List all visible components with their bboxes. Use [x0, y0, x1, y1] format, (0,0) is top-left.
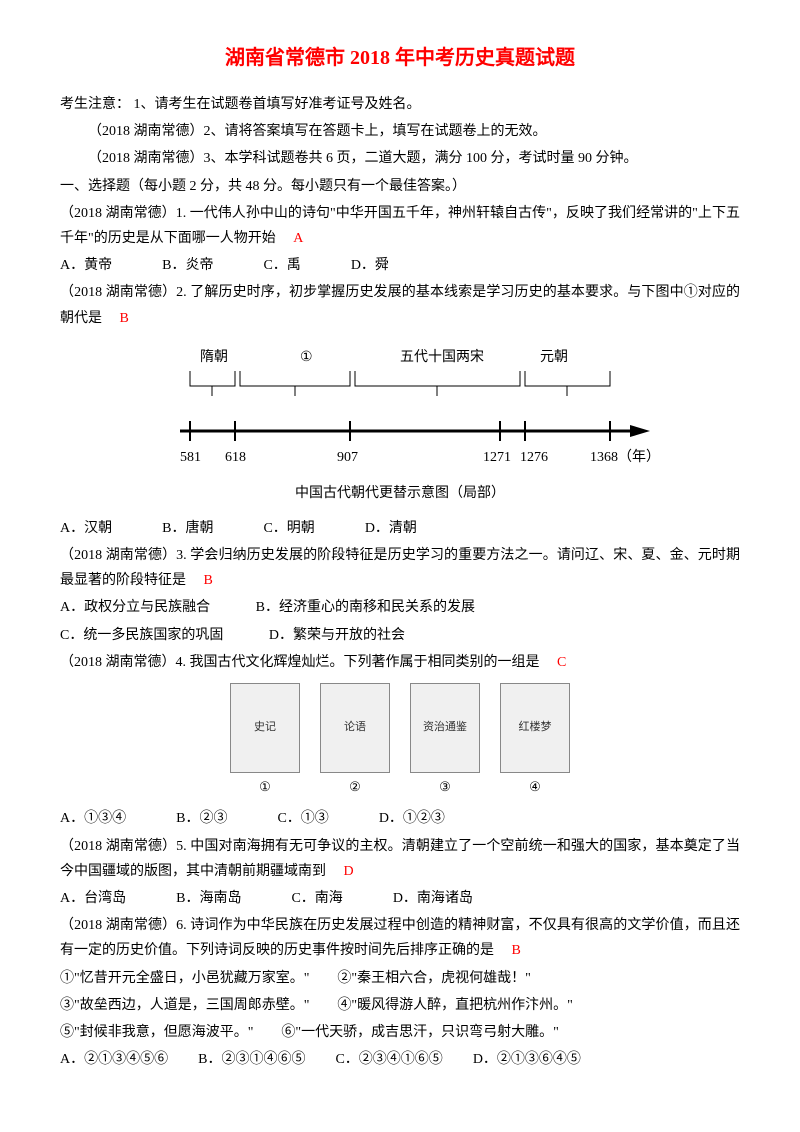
q3-stem-text: （2018 湖南常德）3. 学会归纳历史发展的阶段特征是历史学习的重要方法之一。…	[60, 548, 740, 588]
q3-opts-row2: C．统一多民族国家的巩固 D．繁荣与开放的社会	[60, 623, 740, 648]
q4-options: A．①③④ B．②③ C．①③ D．①②③	[60, 806, 740, 831]
q2-options: A．汉朝 B．唐朝 C．明朝 D．清朝	[60, 516, 740, 541]
q1-opt-c: C．禹	[263, 253, 300, 278]
q1-stem: （2018 湖南常德）1. 一代伟人孙中山的诗句"中华开国五千年，神州轩辕自古传…	[60, 201, 740, 251]
book-row: 史记 ① 论语 ② 资治通鉴 ③ 红楼梦 ④	[60, 683, 740, 798]
q5-opt-d: D．南海诸岛	[393, 886, 473, 911]
dynasty-sui: 隋朝	[200, 349, 228, 365]
year-618: 618	[225, 450, 246, 465]
q2-stem-text: （2018 湖南常德）2. 了解历史时序，初步掌握历史发展的基本线索是学习历史的…	[60, 285, 740, 325]
q6-opt-a: A．②①③④⑤⑥	[60, 1047, 168, 1072]
year-581: 581	[180, 450, 201, 465]
notice-label-text: 考生注意：	[60, 97, 130, 112]
book-1-label: ①	[259, 775, 271, 798]
q3-opt-c: C．统一多民族国家的巩固	[60, 628, 223, 643]
year-1276: 1276	[520, 450, 548, 465]
notice-3: （2018 湖南常德）3、本学科试题卷共 6 页，二道大题，满分 100 分，考…	[60, 146, 740, 171]
q4-opt-c: C．①③	[277, 806, 328, 831]
q1-options: A．黄帝 B．炎帝 C．禹 D．舜	[60, 253, 740, 278]
book-3: 资治通鉴 ③	[410, 683, 480, 798]
q6-line-3: ⑤"封候非我意，但愿海波平。" ⑥"一代天骄，成吉思汗，只识弯弓射大雕。"	[60, 1020, 740, 1045]
year-1271: 1271	[483, 450, 511, 465]
q1-stem-text: （2018 湖南常德）1. 一代伟人孙中山的诗句"中华开国五千年，神州轩辕自古传…	[60, 206, 740, 246]
q4-stem-text: （2018 湖南常德）4. 我国古代文化辉煌灿烂。下列著作属于相同类别的一组是	[60, 655, 540, 670]
q2-answer: B	[120, 311, 129, 326]
q4-answer: C	[557, 655, 566, 670]
year-1368: 1368（年）	[590, 449, 660, 465]
q2-opt-c: C．明朝	[263, 516, 314, 541]
q2-opt-d: D．清朝	[365, 516, 417, 541]
dynasty-blank: ①	[300, 350, 313, 365]
q2-opt-b: B．唐朝	[162, 516, 213, 541]
q5-opt-a: A．台湾岛	[60, 886, 126, 911]
q6-stem-text: （2018 湖南常德）6. 诗词作为中华民族在历史发展过程中创造的精神财富，不仅…	[60, 918, 740, 958]
timeline-caption: 中国古代朝代更替示意图（局部）	[60, 481, 740, 506]
year-907: 907	[337, 450, 358, 465]
page-title: 湖南省常德市 2018 年中考历史真题试题	[60, 40, 740, 76]
q6-opt-d: D．②①③⑥④⑤	[473, 1047, 581, 1072]
q1-opt-a: A．黄帝	[60, 253, 112, 278]
q4-opt-d: D．①②③	[379, 806, 445, 831]
book-3-img: 资治通鉴	[410, 683, 480, 773]
book-1-img: 史记	[230, 683, 300, 773]
section-1-header: 一、选择题（每小题 2 分，共 48 分。每小题只有一个最佳答案。）	[60, 174, 740, 199]
q1-opt-b: B．炎帝	[162, 253, 213, 278]
book-4: 红楼梦 ④	[500, 683, 570, 798]
book-2: 论语 ②	[320, 683, 390, 798]
q3-opt-d: D．繁荣与开放的社会	[269, 628, 405, 643]
q4-opt-b: B．②③	[176, 806, 227, 831]
notice-2: （2018 湖南常德）2、请将答案填写在答题卡上，填写在试题卷上的无效。	[60, 119, 740, 144]
book-2-img: 论语	[320, 683, 390, 773]
q3-stem: （2018 湖南常德）3. 学会归纳历史发展的阶段特征是历史学习的重要方法之一。…	[60, 543, 740, 593]
q6-stem: （2018 湖南常德）6. 诗词作为中华民族在历史发展过程中创造的精神财富，不仅…	[60, 913, 740, 963]
q6-line-1: ①"忆昔开元全盛日，小邑犹藏万家室。" ②"秦王相六合，虎视何雄哉！"	[60, 966, 740, 991]
q5-answer: D	[344, 864, 354, 879]
q6-options: A．②①③④⑤⑥ B．②③①④⑥⑤ C．②③④①⑥⑤ D．②①③⑥④⑤	[60, 1047, 740, 1072]
notice-label: 考生注意： 1、请考生在试题卷首填写好准考证号及姓名。	[60, 92, 740, 117]
q2-stem: （2018 湖南常德）2. 了解历史时序，初步掌握历史发展的基本线索是学习历史的…	[60, 280, 740, 330]
q1-answer: A	[293, 231, 303, 246]
q5-opt-c: C．南海	[291, 886, 342, 911]
dynasty-wudai: 五代十国两宋	[400, 349, 484, 365]
q3-answer: B	[204, 573, 213, 588]
q5-options: A．台湾岛 B．海南岛 C．南海 D．南海诸岛	[60, 886, 740, 911]
q1-opt-d: D．舜	[351, 253, 389, 278]
q3-opt-a: A．政权分立与民族融合	[60, 600, 210, 615]
book-2-label: ②	[349, 775, 361, 798]
dynasty-yuan: 元朝	[540, 349, 568, 365]
timeline-diagram: 隋朝 ① 五代十国两宋 元朝 581 618 907 1271 1276 136…	[60, 341, 740, 506]
q6-line-2: ③"故垒西边，人道是，三国周郎赤壁。" ④"暖风得游人醉，直把杭州作汴州。"	[60, 993, 740, 1018]
notice-1: 1、请考生在试题卷首填写好准考证号及姓名。	[134, 97, 421, 112]
q6-opt-b: B．②③①④⑥⑤	[198, 1047, 305, 1072]
q5-stem: （2018 湖南常德）5. 中国对南海拥有无可争议的主权。清朝建立了一个空前统一…	[60, 834, 740, 884]
book-4-img: 红楼梦	[500, 683, 570, 773]
q5-stem-text: （2018 湖南常德）5. 中国对南海拥有无可争议的主权。清朝建立了一个空前统一…	[60, 839, 740, 879]
q5-opt-b: B．海南岛	[176, 886, 241, 911]
q4-stem: （2018 湖南常德）4. 我国古代文化辉煌灿烂。下列著作属于相同类别的一组是 …	[60, 650, 740, 675]
book-1: 史记 ①	[230, 683, 300, 798]
q2-opt-a: A．汉朝	[60, 516, 112, 541]
q6-answer: B	[512, 943, 521, 958]
timeline-svg: 隋朝 ① 五代十国两宋 元朝 581 618 907 1271 1276 136…	[140, 341, 660, 481]
q6-opt-c: C．②③④①⑥⑤	[335, 1047, 442, 1072]
q4-opt-a: A．①③④	[60, 806, 126, 831]
book-4-label: ④	[529, 775, 541, 798]
q3-opts-row1: A．政权分立与民族融合 B．经济重心的南移和民关系的发展	[60, 595, 740, 620]
book-3-label: ③	[439, 775, 451, 798]
q3-opt-b: B．经济重心的南移和民关系的发展	[256, 600, 475, 615]
